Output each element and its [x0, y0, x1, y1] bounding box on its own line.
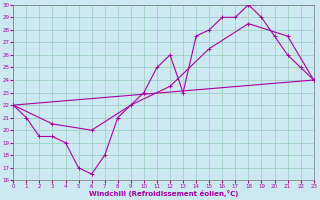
- X-axis label: Windchill (Refroidissement éolien,°C): Windchill (Refroidissement éolien,°C): [89, 190, 238, 197]
